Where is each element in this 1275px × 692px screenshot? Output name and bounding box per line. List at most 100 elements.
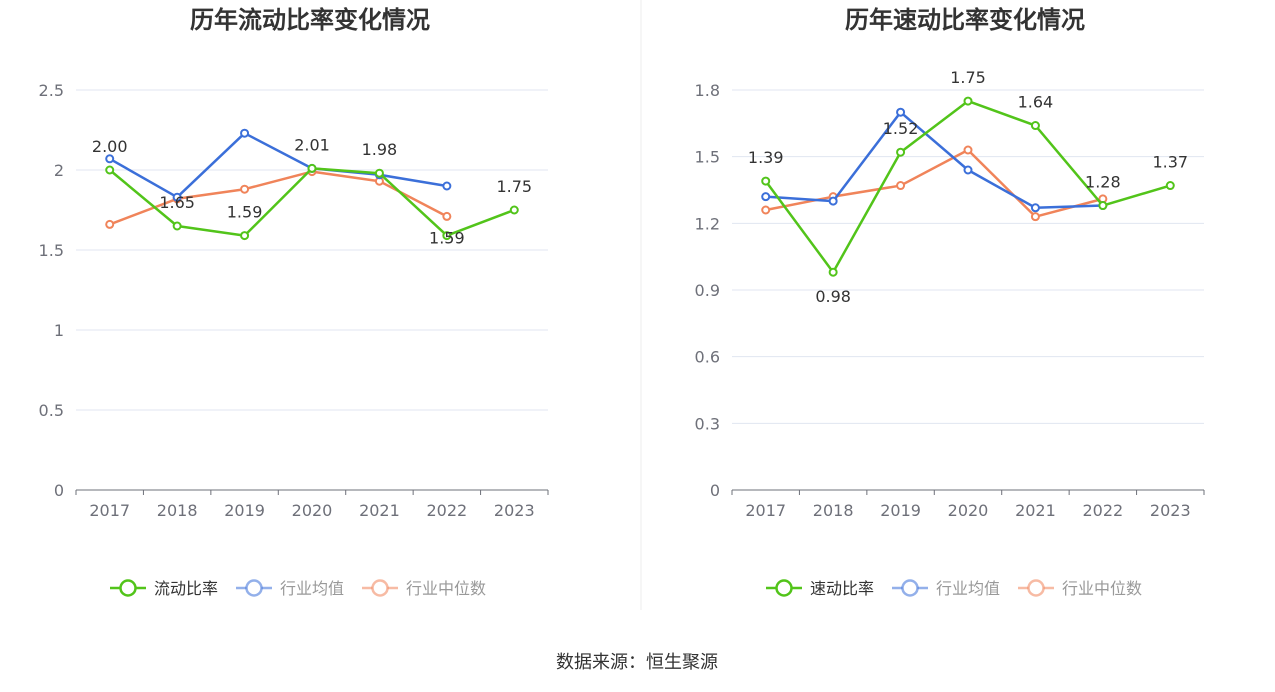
x-tick-label: 2017 bbox=[745, 501, 786, 520]
y-tick-label: 1.5 bbox=[695, 148, 720, 167]
data-point[interactable] bbox=[1098, 201, 1108, 211]
legend-label: 流动比率 bbox=[154, 579, 218, 598]
data-label: 1.52 bbox=[883, 119, 919, 138]
y-tick-label: 0.5 bbox=[39, 401, 64, 420]
y-tick-label: 0 bbox=[710, 481, 720, 500]
x-tick-label: 2021 bbox=[1015, 501, 1056, 520]
series-line bbox=[765, 148, 1104, 218]
data-point[interactable] bbox=[105, 219, 115, 229]
data-point[interactable] bbox=[896, 107, 906, 117]
legend-swatch-marker bbox=[901, 579, 919, 597]
y-tick-label: 0.3 bbox=[695, 414, 720, 433]
data-point[interactable] bbox=[442, 231, 452, 241]
series-line bbox=[109, 170, 448, 226]
legend-label: 速动比率 bbox=[810, 579, 874, 598]
data-label: 2.01 bbox=[294, 135, 330, 154]
legend-item[interactable]: 速动比率 bbox=[766, 579, 874, 598]
data-point[interactable] bbox=[240, 184, 250, 194]
data-label: 0.98 bbox=[815, 287, 851, 306]
data-label: 1.59 bbox=[429, 229, 465, 248]
data-label: 1.75 bbox=[950, 68, 986, 87]
y-tick-label: 1.5 bbox=[39, 241, 64, 260]
x-tick-label: 2018 bbox=[813, 501, 854, 520]
data-source-label: 数据来源：恒生聚源 bbox=[556, 652, 718, 673]
x-tick-label: 2020 bbox=[948, 501, 989, 520]
data-label: 1.28 bbox=[1085, 173, 1121, 192]
x-tick-label: 2020 bbox=[292, 501, 333, 520]
x-tick-label: 2023 bbox=[1150, 501, 1191, 520]
data-label: 1.65 bbox=[159, 193, 195, 212]
legend-item[interactable]: 流动比率 bbox=[110, 579, 218, 598]
legend-swatch-marker bbox=[1027, 579, 1045, 597]
data-point[interactable] bbox=[896, 147, 906, 157]
x-tick-label: 2022 bbox=[1082, 501, 1123, 520]
y-tick-label: 1.2 bbox=[695, 214, 720, 233]
x-tick-label: 2019 bbox=[224, 501, 265, 520]
data-point[interactable] bbox=[240, 128, 250, 138]
data-point[interactable] bbox=[105, 165, 115, 175]
x-tick-label: 2021 bbox=[359, 501, 400, 520]
data-point[interactable] bbox=[828, 196, 838, 206]
legend-swatch-marker bbox=[371, 579, 389, 597]
data-label: 2.00 bbox=[92, 137, 128, 156]
data-label: 1.64 bbox=[1018, 93, 1054, 112]
legend-label: 行业中位数 bbox=[1062, 579, 1142, 598]
data-point[interactable] bbox=[172, 221, 182, 231]
y-tick-label: 1.8 bbox=[695, 81, 720, 100]
y-tick-label: 0.6 bbox=[695, 348, 720, 367]
chart-title: 历年速动比率变化情况 bbox=[845, 6, 1085, 34]
x-tick-label: 2019 bbox=[880, 501, 921, 520]
data-point[interactable] bbox=[761, 176, 771, 186]
data-point[interactable] bbox=[963, 96, 973, 106]
y-tick-label: 2.5 bbox=[39, 81, 64, 100]
chart-title: 历年流动比率变化情况 bbox=[190, 6, 430, 34]
legend-item[interactable]: 行业中位数 bbox=[362, 579, 486, 598]
y-tick-label: 0.9 bbox=[695, 281, 720, 300]
series-line bbox=[109, 131, 448, 199]
data-label: 1.39 bbox=[748, 148, 784, 167]
legend-label: 行业均值 bbox=[280, 579, 344, 598]
legend-item[interactable]: 行业中位数 bbox=[1018, 579, 1142, 598]
data-point[interactable] bbox=[307, 163, 317, 173]
data-point[interactable] bbox=[1165, 181, 1175, 191]
data-point[interactable] bbox=[761, 192, 771, 202]
legend-item[interactable]: 行业均值 bbox=[892, 579, 1000, 598]
legend-swatch-marker bbox=[775, 579, 793, 597]
data-point[interactable] bbox=[896, 181, 906, 191]
data-point[interactable] bbox=[1030, 212, 1040, 222]
series-line bbox=[765, 110, 1103, 210]
data-label: 1.37 bbox=[1152, 153, 1188, 172]
data-point[interactable] bbox=[828, 267, 838, 277]
data-point[interactable] bbox=[1030, 203, 1040, 213]
legend-swatch-marker bbox=[119, 579, 137, 597]
data-point[interactable] bbox=[963, 145, 973, 155]
y-tick-label: 0 bbox=[54, 481, 64, 500]
x-tick-label: 2017 bbox=[89, 501, 130, 520]
legend-swatch-marker bbox=[245, 579, 263, 597]
data-point[interactable] bbox=[105, 154, 115, 164]
legend-item[interactable]: 行业均值 bbox=[236, 579, 344, 598]
quick-ratio-chart: 历年速动比率变化情况 0 0.3 0.6 0.9 1.2 1.5 1.8 2017 2018 20… bbox=[695, 6, 1205, 598]
data-point[interactable] bbox=[240, 231, 250, 241]
x-tick-label: 2023 bbox=[494, 501, 535, 520]
data-label: 1.59 bbox=[227, 203, 263, 222]
data-point[interactable] bbox=[172, 192, 182, 202]
data-point[interactable] bbox=[1030, 121, 1040, 131]
data-label: 1.75 bbox=[496, 177, 532, 196]
legend-label: 行业均值 bbox=[936, 579, 1000, 598]
data-point[interactable] bbox=[442, 181, 452, 191]
legend-label: 行业中位数 bbox=[406, 579, 486, 598]
x-tick-label: 2018 bbox=[157, 501, 198, 520]
data-point[interactable] bbox=[761, 205, 771, 215]
data-point[interactable] bbox=[509, 205, 519, 215]
y-tick-label: 1 bbox=[54, 321, 64, 340]
y-tick-label: 2 bbox=[54, 161, 64, 180]
x-tick-label: 2022 bbox=[426, 501, 467, 520]
data-label: 1.98 bbox=[362, 140, 398, 159]
current-ratio-chart: 历年流动比率变化情况 0 0.5 1 1.5 2 2.5 2017 2018 2019 2020 2… bbox=[39, 6, 549, 598]
data-point[interactable] bbox=[963, 165, 973, 175]
data-point[interactable] bbox=[442, 211, 452, 221]
data-point[interactable] bbox=[374, 168, 384, 178]
